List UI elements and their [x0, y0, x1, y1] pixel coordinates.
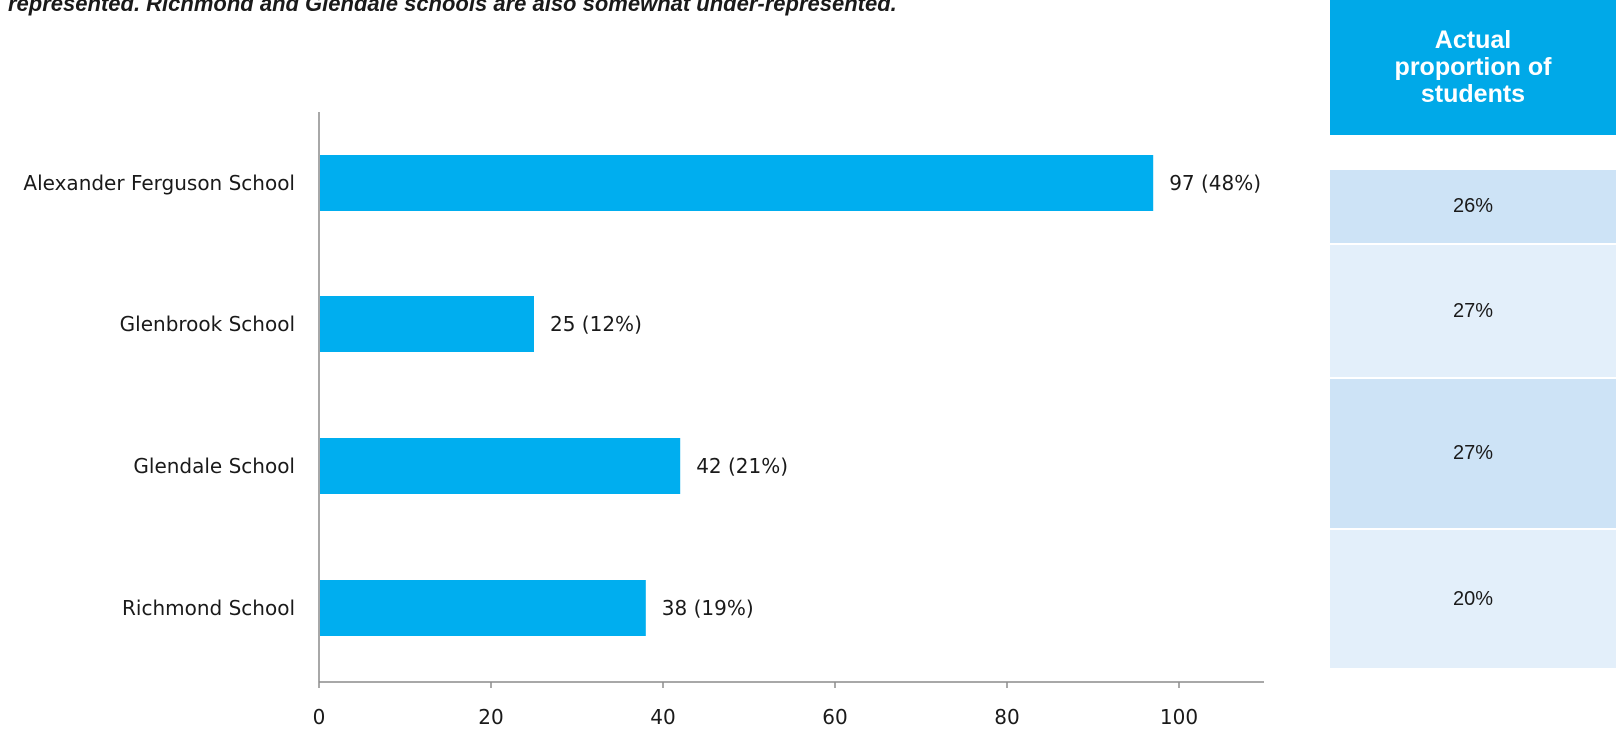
table-cell-value: 27%	[1452, 299, 1494, 322]
category-label: Alexander Ferguson School	[23, 171, 295, 195]
x-tick-label: 20	[478, 705, 503, 729]
bar	[320, 438, 681, 494]
table-row: 27%	[1330, 379, 1616, 530]
data-label: 97 (48%)	[1169, 171, 1261, 195]
bar	[320, 296, 534, 352]
table-cell-value: 26%	[1452, 195, 1494, 217]
category-label: Richmond School	[122, 596, 295, 620]
data-label: 38 (19%)	[662, 596, 754, 620]
category-label: Glenbrook School	[120, 312, 295, 336]
table-cell-value: 20%	[1452, 587, 1494, 610]
data-label: 25 (12%)	[550, 312, 642, 336]
table-row: 27%	[1330, 245, 1616, 379]
x-tick-label: 0	[313, 705, 326, 729]
table-row: 26%	[1330, 170, 1616, 245]
data-label: 42 (21%)	[696, 454, 788, 478]
bar	[320, 155, 1154, 211]
x-tick-label: 60	[822, 705, 847, 729]
chart-caption: represented. Richmond and Glendale schoo…	[8, 0, 897, 16]
x-tick-label: 40	[650, 705, 675, 729]
bar-chart: 0 20 40 60 80 100 Alexander Ferguson School 97 …	[23, 112, 1264, 729]
bar	[320, 580, 646, 636]
table-row: 20%	[1330, 530, 1616, 670]
category-label: Glendale School	[133, 454, 295, 478]
x-tick-label: 100	[1160, 705, 1198, 729]
table-header-label: Actual proportion of students	[1394, 26, 1552, 108]
x-tick-label: 80	[994, 705, 1019, 729]
table-cell-value: 27%	[1452, 442, 1494, 464]
table-header: Actual proportion of students	[1330, 0, 1616, 135]
